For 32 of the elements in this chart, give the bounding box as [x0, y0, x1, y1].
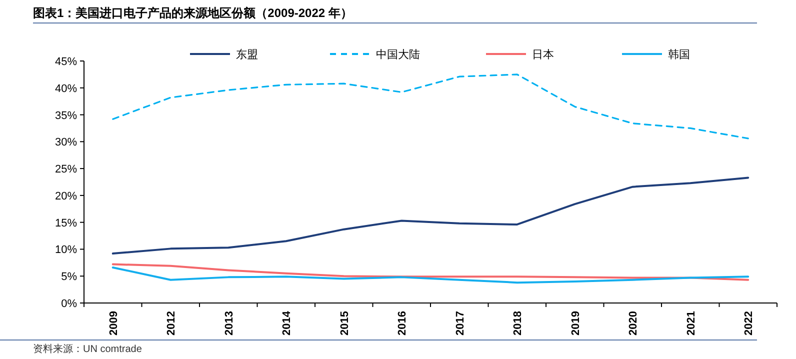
x-tick-label: 2013	[223, 311, 236, 336]
legend-label: 中国大陆	[376, 48, 420, 61]
legend-label: 东盟	[236, 48, 258, 61]
x-tick-label: 2014	[281, 310, 294, 336]
y-tick-label: 5%	[61, 271, 78, 284]
y-tick-label: 25%	[54, 164, 78, 176]
line-series	[112, 74, 749, 140]
text: 资料来源：UN comtrade	[33, 343, 142, 355]
x-tick-label: 2022	[743, 311, 756, 336]
y-tick-label: 15%	[54, 217, 78, 230]
line-series	[112, 266, 750, 284]
x-tick-label: 2016	[396, 311, 409, 336]
chart-title: 图表1：美国进口电子产品的来源地区份额（2009-2022 年）	[33, 6, 352, 20]
y-tick-label: 40%	[54, 82, 78, 95]
x-tick-label: 2018	[512, 311, 524, 336]
line-series	[112, 263, 750, 281]
y-tick-label: 0%	[61, 298, 78, 310]
legend-label: 韩国	[668, 48, 690, 61]
line-series	[112, 176, 750, 255]
x-tick-label: 2019	[570, 311, 582, 336]
y-tick-label: 35%	[54, 110, 78, 122]
x-tick-label: 2012	[166, 311, 178, 336]
y-tick-label: 45%	[54, 56, 78, 68]
x-tick-label: 2017	[454, 311, 466, 336]
y-tick-label: 10%	[54, 244, 78, 256]
x-tick-label: 2009	[108, 311, 120, 336]
y-tick-label: 20%	[54, 190, 78, 202]
y-tick-label: 30%	[54, 136, 78, 149]
x-tick-label: 2021	[685, 311, 698, 336]
x-tick-label: 2015	[338, 311, 351, 336]
legend-label: 日本	[532, 48, 554, 61]
x-tick-label: 2020	[628, 311, 640, 336]
